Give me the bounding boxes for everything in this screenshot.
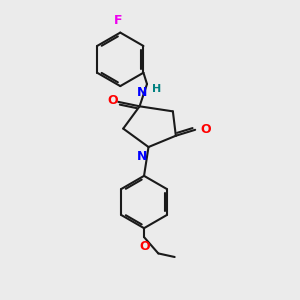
Text: O: O (200, 123, 211, 136)
Text: F: F (114, 14, 122, 27)
Text: H: H (152, 84, 162, 94)
Text: O: O (107, 94, 118, 107)
Text: O: O (139, 240, 150, 253)
Text: N: N (136, 150, 147, 163)
Text: N: N (136, 85, 147, 98)
